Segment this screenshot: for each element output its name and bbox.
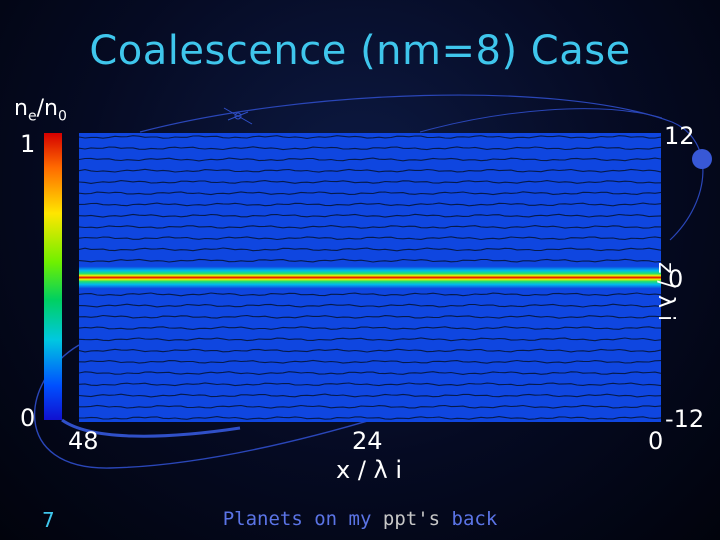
colorbar-min-label: 0 xyxy=(20,404,36,432)
heatmap-plot xyxy=(79,133,661,422)
contour-line xyxy=(79,213,661,218)
slide-title: Coalescence (nm=8) Case xyxy=(89,28,631,74)
density-band xyxy=(79,266,661,289)
contour-line xyxy=(79,404,661,409)
contour-line xyxy=(79,292,661,297)
colorbar xyxy=(44,133,62,420)
x-tick-right: 0 xyxy=(648,427,664,455)
contour-line xyxy=(79,180,661,184)
contour-line xyxy=(79,371,661,375)
contour-line xyxy=(79,236,661,241)
contour-line xyxy=(79,314,661,319)
contour-line xyxy=(79,382,661,387)
contour-line xyxy=(79,258,661,263)
contour-line xyxy=(79,157,661,162)
contour-line xyxy=(79,337,661,342)
contour-line xyxy=(79,225,661,229)
planet-icon xyxy=(692,149,712,169)
contour-line xyxy=(79,146,661,151)
x-tick-left: 48 xyxy=(68,427,99,455)
contour-line xyxy=(79,191,661,196)
colorbar-label: ne/n0 xyxy=(14,96,67,125)
contour-line xyxy=(79,359,661,364)
y-tick-mid: 0 xyxy=(668,265,684,293)
colorbar-max-label: 1 xyxy=(20,130,36,158)
z-axis-label: z / λ i xyxy=(653,262,678,322)
x-tick-mid: 24 xyxy=(352,427,383,455)
contour-line xyxy=(79,135,661,139)
contour-line xyxy=(79,393,661,398)
contour-line xyxy=(79,303,661,308)
slide-number: 7 xyxy=(42,508,55,532)
contour-line xyxy=(79,247,661,252)
contour-line xyxy=(79,326,661,331)
y-tick-top: 12 xyxy=(664,122,695,150)
contour-line xyxy=(79,168,661,173)
footer-text: Planets on my ppt's back xyxy=(222,508,498,530)
contour-line xyxy=(79,416,661,420)
x-axis-label: x / λ i xyxy=(336,456,403,484)
contour-line xyxy=(79,202,661,207)
y-tick-bottom: -12 xyxy=(665,405,705,433)
contour-line xyxy=(79,348,661,353)
